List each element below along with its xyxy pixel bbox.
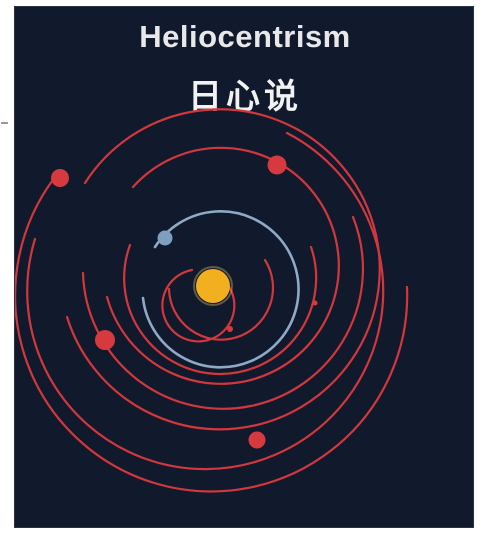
orbit-7 (65, 108, 381, 431)
orbit-8 (26, 131, 385, 471)
sun (196, 269, 230, 303)
orbit-2 (167, 258, 275, 341)
planet-upper-left (51, 169, 69, 187)
planet-left (95, 330, 115, 350)
sun-glow (193, 266, 233, 306)
orbit-1 (161, 268, 236, 343)
planet-upper-right (267, 155, 287, 175)
figure-title: Heliocentrism (139, 19, 351, 54)
solar-system-diagram (15, 108, 409, 493)
inner-planet-mark (227, 326, 233, 332)
margin-mark (1, 122, 8, 124)
orbit-5 (105, 146, 340, 385)
inner-planet-mark-2 (312, 300, 318, 306)
earth-orbit (141, 210, 300, 369)
planet-bottom (248, 431, 266, 449)
orbit-9 (15, 175, 409, 493)
orbit-6 (81, 215, 364, 410)
orbit-4 (123, 243, 318, 376)
heliocentrism-panel: Heliocentrism 日心说 (14, 6, 474, 528)
earth (157, 230, 173, 246)
